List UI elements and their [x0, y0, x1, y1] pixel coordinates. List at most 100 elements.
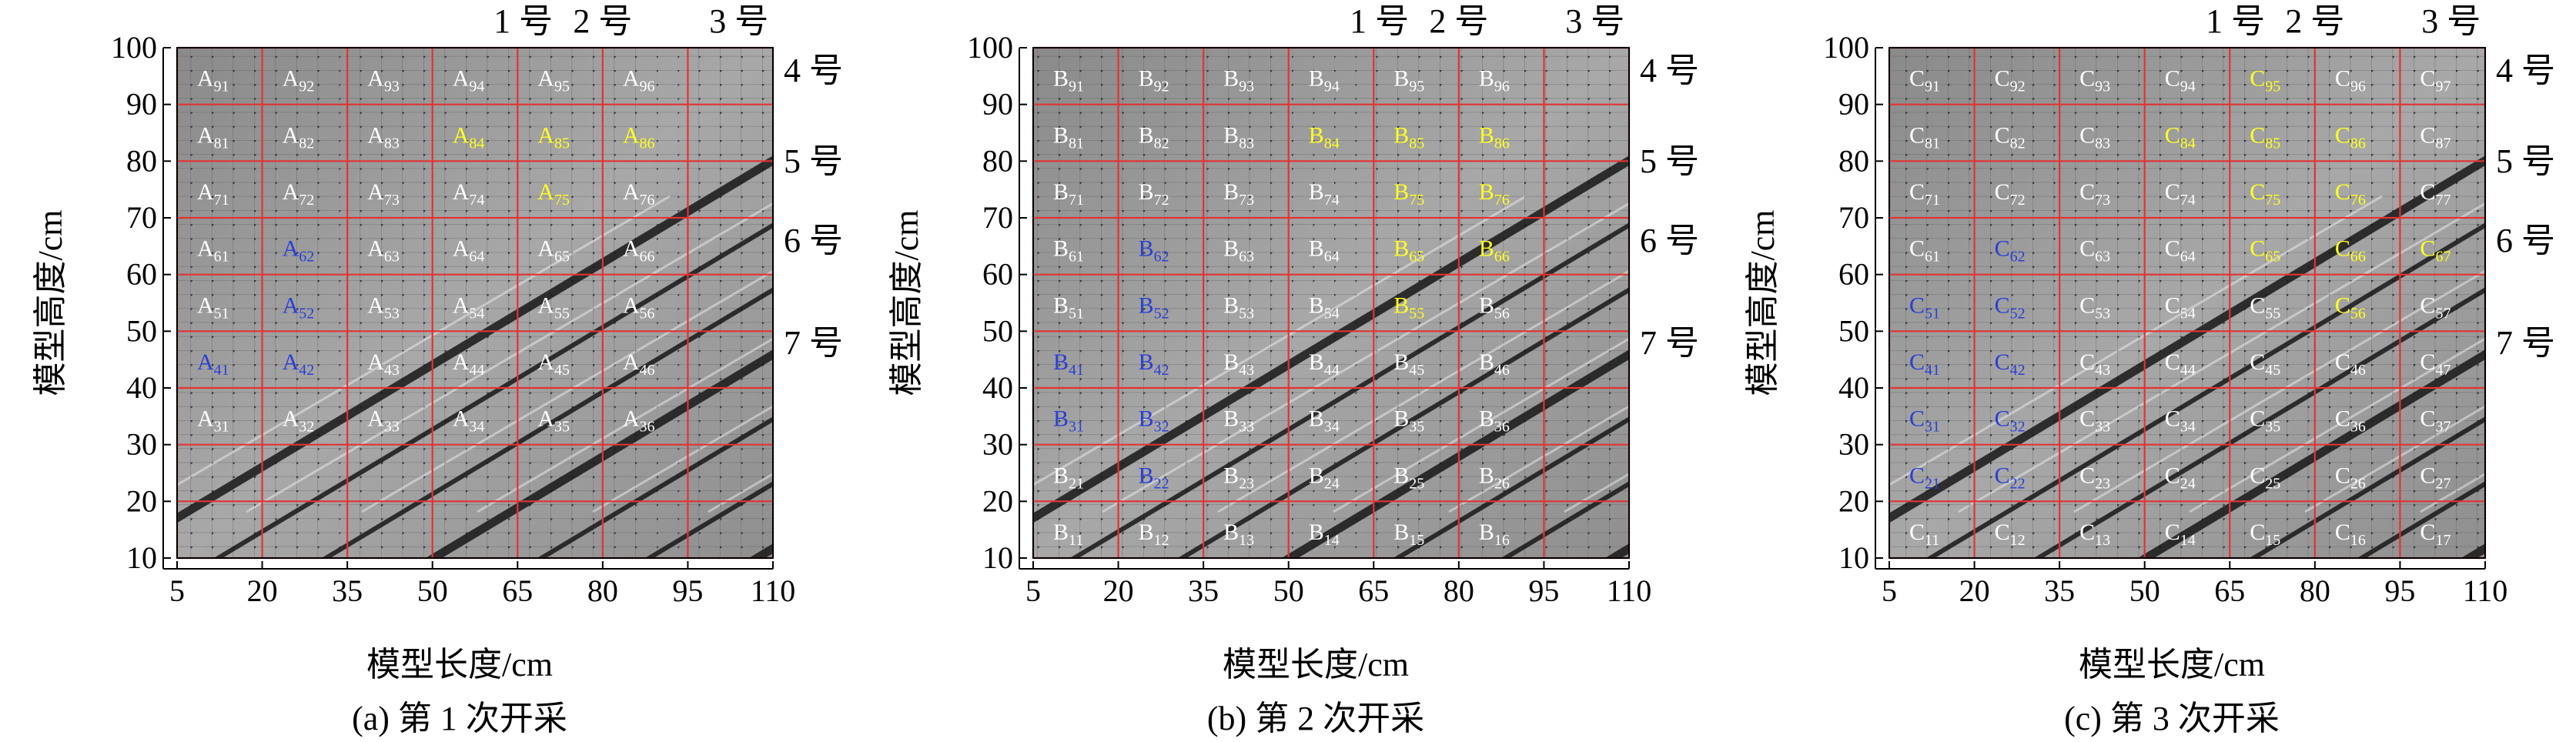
x-tick-label: 95	[1528, 573, 1559, 608]
cell-label-subscript: 76	[2350, 192, 2366, 209]
cell-label: A64	[453, 236, 485, 266]
cell-label: B73	[1223, 179, 1254, 209]
cell-label: C71	[1909, 179, 1940, 209]
cell-label: C36	[2335, 406, 2366, 436]
cell-label-letter: C	[2079, 463, 2095, 488]
cell-label-letter: C	[1995, 520, 2010, 545]
light-streak	[2304, 405, 2485, 513]
cell-label-subscript: 76	[640, 192, 655, 209]
cell-label-letter: B	[1393, 463, 1409, 488]
cell-label: C97	[2420, 66, 2451, 95]
cell-label-letter: B	[1053, 349, 1069, 375]
cell-label: A62	[283, 236, 315, 266]
cell-label-letter: B	[1479, 236, 1494, 262]
cell-label: C84	[2165, 122, 2196, 152]
cell-label-subscript: 61	[1925, 249, 1940, 266]
cell-label: C26	[2335, 463, 2366, 492]
cell-label-letter: C	[2165, 179, 2180, 205]
cell-label-subscript: 71	[214, 192, 229, 209]
seam-label-right: 6 号	[1640, 222, 1699, 259]
cell-label: C35	[2250, 406, 2280, 436]
cell-label: A66	[623, 236, 655, 266]
light-streak	[1333, 337, 1629, 513]
cell-label-letter: A	[537, 236, 554, 262]
cell-label: C61	[1909, 236, 1940, 266]
cell-label-subscript: 33	[384, 419, 400, 436]
crack-line	[177, 155, 773, 523]
cell-label-subscript: 52	[1154, 305, 1169, 322]
cell-label-subscript: 84	[2180, 135, 2196, 152]
cell-label-subscript: 16	[2350, 532, 2366, 549]
crack-line	[425, 349, 773, 558]
cell-label-subscript: 92	[299, 79, 314, 95]
cell-label-letter: C	[2335, 520, 2350, 545]
cell-label: A32	[283, 406, 315, 436]
cell-label-subscript: 91	[214, 79, 229, 95]
cell-label: B93	[1223, 66, 1254, 95]
cell-label-letter: A	[623, 122, 640, 148]
cell-label-subscript: 74	[1324, 192, 1340, 209]
cell-label-letter: C	[2079, 406, 2095, 432]
cell-label: A93	[367, 66, 400, 95]
cell-label: C53	[2079, 292, 2110, 322]
cell-label-subscript: 56	[2350, 305, 2366, 322]
cell-label-letter: A	[367, 66, 384, 92]
model-photo	[1889, 48, 2485, 558]
cell-label-letter: B	[1139, 349, 1154, 375]
x-tick-label: 50	[2129, 573, 2160, 608]
cell-label-subscript: 34	[469, 419, 484, 436]
cell-label: B12	[1139, 520, 1169, 549]
cell-label: B32	[1139, 406, 1169, 436]
crack-line	[1500, 481, 1629, 558]
cell-label-subscript: 91	[1925, 79, 1940, 95]
y-tick-label: 100	[967, 30, 1013, 65]
cell-label-subscript: 86	[2350, 135, 2366, 152]
cell-label-subscript: 97	[2435, 79, 2451, 95]
cell-label-letter: C	[2250, 179, 2265, 205]
cell-label-letter: C	[2079, 66, 2095, 92]
cell-label: C72	[1995, 179, 2026, 209]
cell-label: A96	[623, 66, 655, 95]
cell-label-subscript: 81	[1925, 135, 1940, 152]
cell-label-subscript: 13	[1239, 532, 1254, 549]
cell-label-letter: A	[623, 406, 640, 432]
y-tick-label: 40	[1838, 370, 1869, 405]
cell-label-letter: A	[623, 179, 640, 205]
cell-label-letter: B	[1309, 122, 1324, 148]
cell-label: C27	[2420, 463, 2451, 492]
cell-label: A42	[283, 349, 315, 379]
cell-label-subscript: 13	[2095, 532, 2110, 549]
cell-label-letter: C	[2250, 122, 2265, 148]
crack-line	[1281, 349, 1629, 558]
cell-label: A52	[283, 292, 315, 322]
cell-label-letter: B	[1139, 520, 1154, 545]
x-tick-label: 50	[1273, 573, 1304, 608]
cell-label: B45	[1393, 349, 1424, 379]
cell-label: B42	[1139, 349, 1169, 379]
y-tick-label: 20	[1838, 483, 1869, 518]
cell-label-subscript: 71	[1925, 192, 1940, 209]
cell-label-subscript: 46	[1494, 362, 1510, 379]
cell-label: C44	[2165, 349, 2196, 379]
cell-label-letter: C	[2250, 66, 2265, 92]
cell-label: B96	[1479, 66, 1510, 95]
x-tick-label: 5	[169, 573, 185, 608]
plot-frame	[176, 47, 774, 559]
cell-label-letter: B	[1139, 292, 1154, 318]
cell-label-letter: A	[283, 292, 299, 318]
cell-label-letter: C	[2250, 406, 2265, 432]
cell-label-subscript: 95	[554, 79, 570, 95]
cell-label-subscript: 53	[384, 305, 400, 322]
cell-label-subscript: 45	[554, 362, 570, 379]
cell-label-subscript: 74	[2180, 192, 2196, 209]
cell-label-letter: B	[1223, 179, 1239, 205]
cell-label: B31	[1053, 406, 1084, 436]
cell-label-letter: B	[1479, 179, 1494, 205]
crack-line	[1069, 222, 1629, 558]
cell-label: B72	[1139, 179, 1169, 209]
cell-label-subscript: 16	[1494, 532, 1510, 549]
cell-label-subscript: 94	[469, 79, 484, 95]
seam-label-right: 7 号	[1640, 324, 1699, 362]
cell-label-subscript: 32	[1154, 419, 1169, 436]
